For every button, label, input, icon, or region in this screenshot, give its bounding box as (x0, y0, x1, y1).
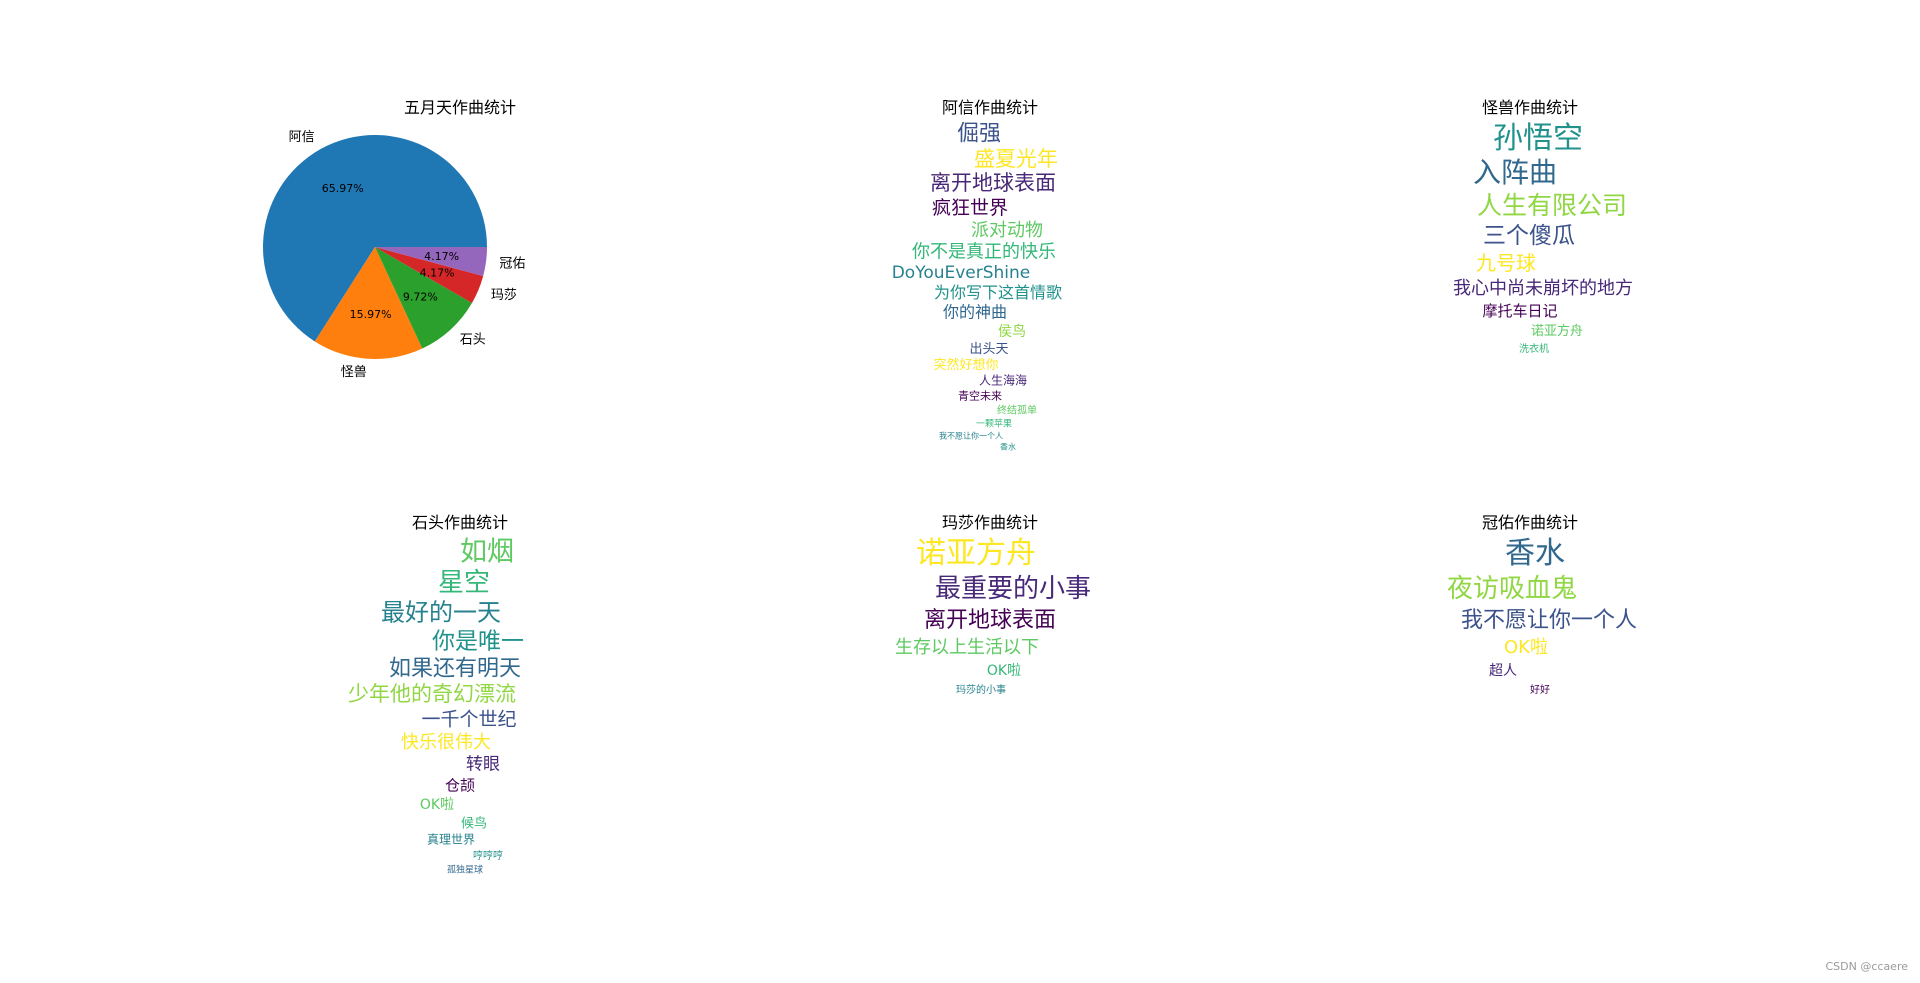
wordcloud-word: 真理世界 (427, 833, 475, 847)
wordcloud-word: OK啦 (1504, 637, 1548, 658)
wordcloud-word: 我不愿让你一个人 (939, 431, 1003, 441)
wordcloud-panel-guaishou: 怪兽作曲统计 孙悟空 入阵曲 人生有限公司三个傻瓜 九号球我心中尚未崩坏的地方摩托车日… (1330, 90, 1730, 470)
wordcloud-word: 生存以上生活以下 (895, 637, 1039, 658)
wordcloud-word: 香水 (1000, 442, 1016, 452)
wordcloud-word: 九号球 (1476, 251, 1536, 275)
wordcloud-word: 如烟 (460, 536, 514, 567)
wordcloud-word: 夜访吸血鬼 (1447, 574, 1577, 604)
chart-title: 石头作曲统计 (411, 513, 508, 532)
chart-title: 阿信作曲统计 (941, 98, 1038, 117)
wordcloud-word: 转眼 (466, 755, 500, 775)
wordcloud-word: 为你写下这首情歌 (934, 283, 1062, 302)
wordcloud-panel-guanyou: 冠佑作曲统计 香水 夜访吸血鬼我不愿让你一个人 OK啦超人好好 (1330, 505, 1730, 895)
wordcloud-word: 孙悟空 (1493, 121, 1583, 156)
pie-slice-4 (375, 247, 487, 277)
wordcloud-word: 青空未来 (958, 388, 1002, 402)
pie-panel: 五月天作曲统计 65.97% 阿信 15.97% 怪兽 9.72% 石头 4.17% 玛莎 4.… (250, 90, 670, 470)
watermark: CSDN @ccaere (1825, 960, 1908, 973)
wordcloud-word: 洗衣机 (1519, 342, 1549, 355)
pie-slice-1 (314, 247, 423, 359)
wordcloud-word: 盛夏光年 (974, 147, 1058, 171)
wordcloud-word: 诺亚方舟 (916, 536, 1036, 571)
wordcloud-word: 你是唯一 (432, 629, 524, 655)
wordcloud-word: 仓颉 (445, 776, 475, 794)
pie-slice-3 (375, 247, 484, 304)
wordcloud-word: 人生海海 (979, 373, 1027, 388)
pie-category-label: 石头 (460, 333, 486, 348)
wordcloud-panel-shitou: 石头作曲统计 如烟 星空 最好的一天 你是唯一 如果还有明天 少年他的奇幻漂流 一千个世纪快… (250, 505, 670, 895)
wordcloud-word: 哼哼哼 (473, 849, 503, 862)
wordcloud-word: 你的神曲 (943, 302, 1007, 321)
wordcloud-word: 最重要的小事 (935, 574, 1091, 604)
pie-category-label: 阿信 (289, 130, 315, 145)
wordcloud-word: 我心中尚未崩坏的地方 (1453, 278, 1633, 299)
wordcloud-word: 出头天 (969, 342, 1008, 357)
wordcloud-word: 人生有限公司 (1477, 191, 1627, 220)
wordcloud-panel-axin: 阿信作曲统计 倔强 盛夏光年 离开地球表面 疯狂世界 派对动物 你不是真正的快乐 DoYou… (790, 90, 1190, 470)
pie-slice-2 (375, 247, 472, 349)
pie-chart: 65.97% 阿信 15.97% 怪兽 9.72% 石头 4.17% 玛莎 4.17% 冠佑 (263, 130, 525, 380)
wordcloud-word: 玛莎的小事 (956, 683, 1006, 696)
wordcloud-word: 倔强 (957, 122, 1001, 147)
wordcloud-word: 好好 (1530, 684, 1550, 696)
chart-title: 冠佑作曲统计 (1481, 513, 1578, 532)
wordcloud-axin: 倔强盛夏光年离开地球表面疯狂世界派对动物你不是真正的快乐DoYouEverShi… (892, 122, 1062, 452)
pie-category-label: 冠佑 (499, 256, 525, 271)
wordcloud-word: 最好的一天 (381, 599, 501, 627)
wordcloud-word: 派对动物 (971, 220, 1043, 241)
wordcloud-word: 少年他的奇幻漂流 (348, 682, 516, 706)
wordcloud-word: 突然好想你 (933, 357, 998, 373)
wordcloud-word: OK啦 (420, 796, 454, 813)
chart-title: 玛莎作曲统计 (941, 513, 1038, 532)
wordcloud-word: 入阵曲 (1473, 156, 1557, 189)
wordcloud-word: 终结孤单 (997, 403, 1037, 416)
pie-pct-label: 15.97% (350, 308, 392, 321)
wordcloud-word: 超人 (1489, 663, 1517, 679)
wordcloud-word: 候鸟 (461, 815, 487, 831)
wordcloud-word: 我不愿让你一个人 (1461, 608, 1637, 633)
wordcloud-word: 一千个世纪 (421, 708, 516, 730)
chart-title: 怪兽作曲统计 (1481, 98, 1578, 117)
wordcloud-word: 摩托车日记 (1482, 302, 1557, 320)
wordcloud-word: 三个傻瓜 (1483, 223, 1575, 249)
wordcloud-word: 疯狂世界 (932, 197, 1008, 219)
pie-pct-label: 9.72% (403, 291, 438, 304)
wordcloud-word: 诺亚方舟 (1531, 323, 1583, 339)
wordcloud-word: 星空 (438, 568, 490, 598)
wordcloud-shitou: 如烟星空最好的一天你是唯一如果还有明天少年他的奇幻漂流一千个世纪快乐很伟大转眼仓… (348, 536, 524, 875)
wordcloud-word: 侯鸟 (998, 324, 1026, 340)
pie-slice-0 (263, 135, 487, 342)
pie-pct-label: 4.17% (420, 267, 455, 280)
pie-category-label: 玛莎 (491, 288, 517, 303)
wordcloud-word: 离开地球表面 (930, 171, 1056, 195)
pie-pct-label: 4.17% (424, 250, 459, 263)
wordcloud-guaishou: 孙悟空入阵曲人生有限公司三个傻瓜九号球我心中尚未崩坏的地方摩托车日记诺亚方舟洗衣… (1453, 121, 1633, 355)
wordcloud-word: 一颗苹果 (976, 418, 1012, 430)
wordcloud-word: 离开地球表面 (924, 608, 1056, 633)
wordcloud-word: 快乐很伟大 (401, 732, 491, 753)
pie-pct-label: 65.97% (322, 182, 364, 195)
pie-category-label: 怪兽 (341, 365, 367, 380)
wordcloud-word: DoYouEverShine (892, 263, 1031, 283)
wordcloud-word: OK啦 (987, 662, 1021, 679)
wordcloud-panel-masha: 玛莎作曲统计 诺亚方舟 最重要的小事离开地球表面生存以上生活以下 OK啦玛莎的小事 (790, 505, 1190, 895)
wordcloud-word: 香水 (1505, 536, 1565, 571)
wordcloud-word: 如果还有明天 (389, 657, 521, 682)
wordcloud-word: 你不是真正的快乐 (912, 241, 1056, 262)
chart-title: 五月天作曲统计 (403, 98, 516, 117)
wordcloud-word: 孤独星球 (447, 863, 483, 875)
